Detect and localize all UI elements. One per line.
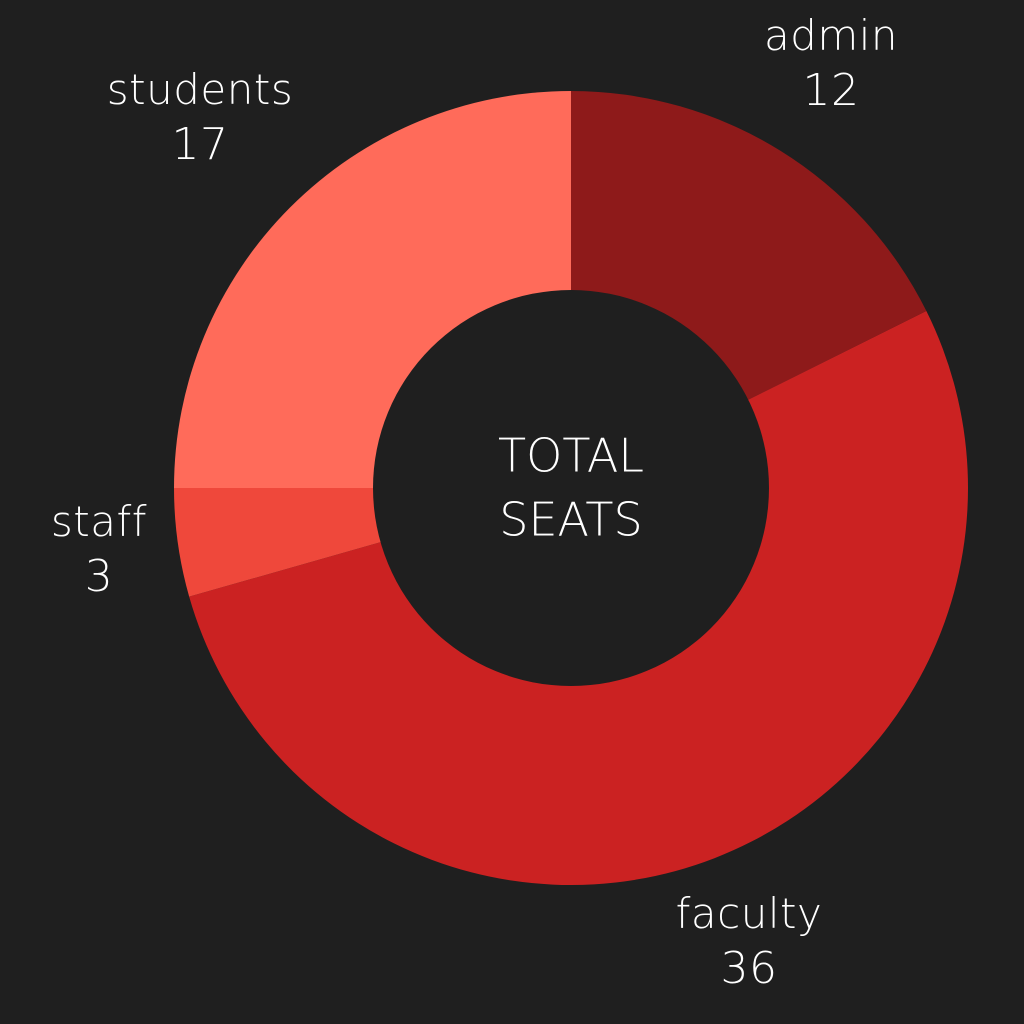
slice-label-value: 12	[802, 64, 860, 116]
donut-hole	[373, 290, 769, 686]
slice-label-name: admin	[763, 11, 899, 60]
center-label: TOTAL SEATS	[498, 424, 644, 553]
slice-label-value: 17	[171, 118, 229, 170]
slice-label-name: students	[106, 65, 294, 114]
slice-label-value: 36	[720, 942, 778, 994]
slice-label-admin: admin 12	[764, 10, 898, 118]
slice-label-value: 3	[84, 550, 114, 602]
slice-label-staff: staff 3	[51, 496, 147, 604]
slice-label-name: staff	[50, 497, 148, 546]
slice-label-faculty: faculty 36	[676, 888, 823, 996]
slice-label-name: faculty	[675, 889, 823, 938]
center-label-line2: SEATS	[499, 493, 643, 547]
slice-label-students: students 17	[107, 64, 293, 172]
center-label-line1: TOTAL	[498, 428, 644, 483]
